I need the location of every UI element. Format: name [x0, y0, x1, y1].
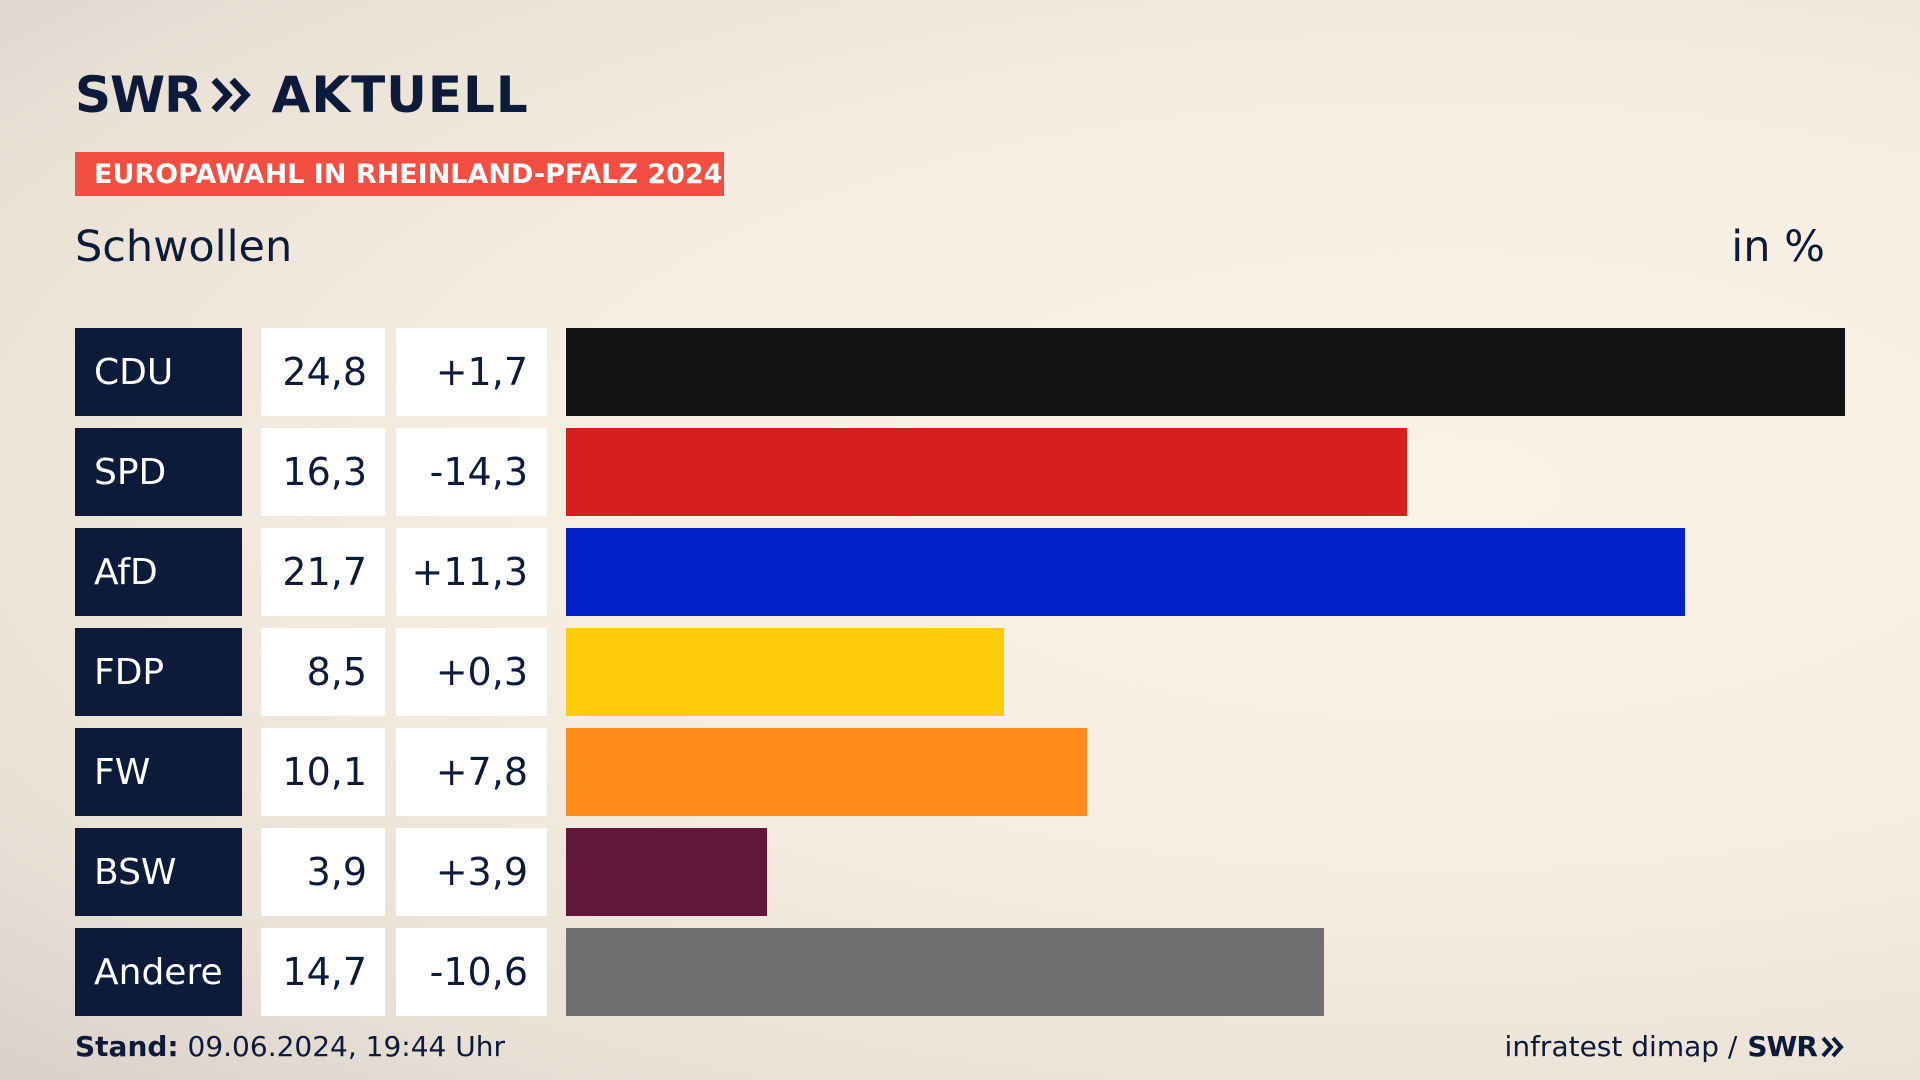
party-change: +11,3 — [396, 528, 547, 616]
party-row-andere: Andere 14,7 -10,6 — [75, 928, 1845, 1016]
double-chevron-icon — [211, 77, 251, 113]
party-bar — [566, 928, 1324, 1016]
party-change: +1,7 — [396, 328, 547, 416]
stand-label: Stand: — [75, 1030, 179, 1063]
party-label: BSW — [75, 828, 242, 916]
brand-suffix: AKTUELL — [271, 66, 529, 124]
party-change: +3,9 — [396, 828, 547, 916]
place-title: Schwollen — [75, 222, 293, 272]
party-value: 21,7 — [261, 528, 385, 616]
party-row-fdp: FDP 8,5 +0,3 — [75, 628, 1845, 716]
party-label: Andere — [75, 928, 242, 1016]
election-tag: EUROPAWAHL IN RHEINLAND-PFALZ 2024 — [75, 152, 724, 196]
party-value: 8,5 — [261, 628, 385, 716]
party-row-fw: FW 10,1 +7,8 — [75, 728, 1845, 816]
party-label: AfD — [75, 528, 242, 616]
party-value: 24,8 — [261, 328, 385, 416]
party-value: 3,9 — [261, 828, 385, 916]
stand-value: 09.06.2024, 19:44 Uhr — [187, 1030, 505, 1063]
party-bar — [566, 628, 1004, 716]
party-bar — [566, 528, 1685, 616]
brand-name: SWR — [75, 66, 203, 124]
party-row-cdu: CDU 24,8 +1,7 — [75, 328, 1845, 416]
party-row-afd: AfD 21,7 +11,3 — [75, 528, 1845, 616]
party-bar — [566, 728, 1087, 816]
party-label: FDP — [75, 628, 242, 716]
party-row-spd: SPD 16,3 -14,3 — [75, 428, 1845, 516]
party-change: -10,6 — [396, 928, 547, 1016]
party-value: 14,7 — [261, 928, 385, 1016]
double-chevron-small-icon — [1821, 1036, 1844, 1057]
source-brand: SWR — [1747, 1030, 1818, 1063]
party-row-bsw: BSW 3,9 +3,9 — [75, 828, 1845, 916]
source-info: infratest dimap / SWR — [1505, 1030, 1845, 1063]
party-label: SPD — [75, 428, 242, 516]
party-change: +7,8 — [396, 728, 547, 816]
party-bar — [566, 828, 767, 916]
party-value: 16,3 — [261, 428, 385, 516]
party-value: 10,1 — [261, 728, 385, 816]
party-bar — [566, 428, 1407, 516]
swr-aktuell-logo: SWR AKTUELL — [75, 66, 529, 124]
stand-info: Stand: 09.06.2024, 19:44 Uhr — [75, 1030, 505, 1063]
party-label: FW — [75, 728, 242, 816]
source-text: infratest dimap / — [1504, 1030, 1738, 1063]
party-bar — [566, 328, 1845, 416]
party-change: -14,3 — [396, 428, 547, 516]
party-change: +0,3 — [396, 628, 547, 716]
unit-label: in % — [1731, 222, 1825, 272]
party-label: CDU — [75, 328, 242, 416]
